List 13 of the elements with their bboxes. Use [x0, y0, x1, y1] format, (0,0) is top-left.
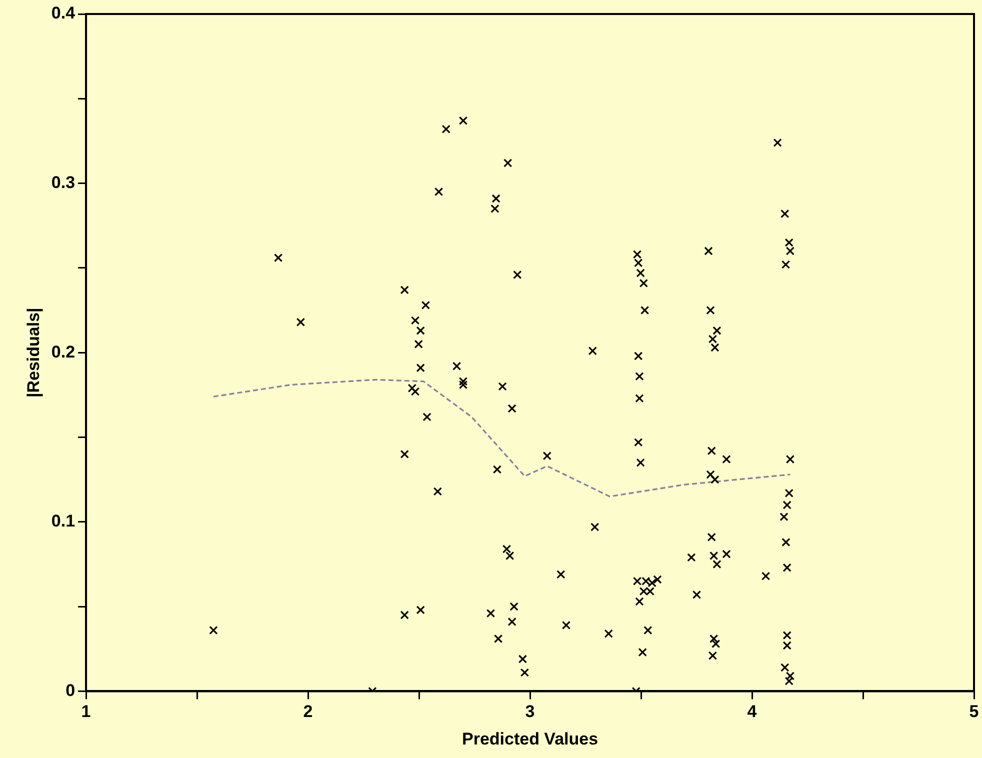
y-tick-label: 0.3: [51, 172, 76, 192]
x-tick-label: 4: [747, 702, 758, 722]
line-series: [212, 378, 791, 498]
y-tick-label: 0.2: [51, 342, 76, 362]
x-tick-label: 1: [81, 702, 91, 722]
x-tick-label: 5: [969, 702, 979, 722]
x-tick-label: 2: [303, 702, 313, 722]
y-tick-label: 0.4: [51, 4, 76, 23]
y-tick-label: 0.1: [51, 512, 76, 531]
x-axis-title: Predicted Values: [462, 729, 598, 748]
x-tick-label: 3: [525, 702, 535, 722]
y-axis-title: |Residuals|: [24, 308, 43, 398]
y-tick-label: 0: [66, 680, 76, 700]
